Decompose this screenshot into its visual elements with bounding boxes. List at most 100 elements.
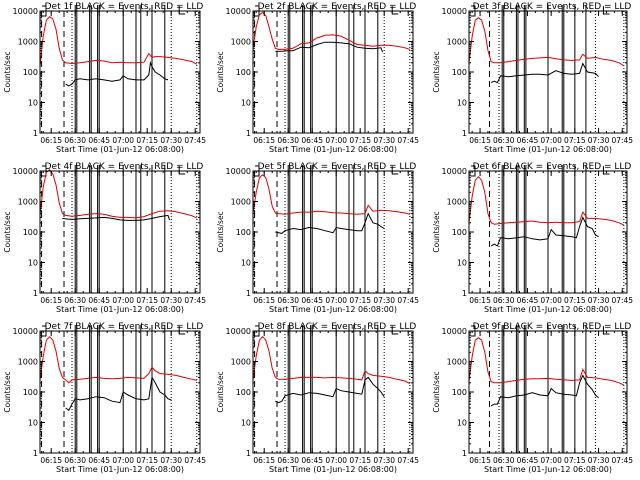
y-tick-label: 100 <box>236 228 251 237</box>
x-axis-label: Start Time (01-Jun-12 06:08:00) <box>269 145 397 154</box>
y-tick-label: 1 <box>33 129 38 138</box>
x-tick-label: 07:30 <box>588 136 610 145</box>
x-tick-label: 06:45 <box>88 296 110 305</box>
y-tick-label: 10000 <box>13 167 38 176</box>
x-axis-label: Start Time (01-Jun-12 06:08:00) <box>56 145 184 154</box>
y-axis-label: Counts/sec <box>432 211 441 252</box>
x-tick-label: 06:45 <box>517 136 539 145</box>
y-tick-label: 1000 <box>231 358 251 367</box>
x-tick-label: 07:15 <box>349 136 371 145</box>
bracket-marker <box>602 326 610 335</box>
x-tick-label: 06:45 <box>301 296 323 305</box>
chart-title: Det 7f BLACK = Events, RED = LLD <box>45 322 204 332</box>
bracket-marker <box>602 6 610 15</box>
x-tick-label: 07:15 <box>136 456 158 465</box>
x-tick-label: 06:45 <box>88 456 110 465</box>
y-axis-label: Counts/sec <box>3 211 12 252</box>
y-tick-label: 1 <box>462 449 467 458</box>
bracket-marker <box>391 326 399 335</box>
series-line-events <box>65 375 172 412</box>
x-tick-label: 07:30 <box>373 136 395 145</box>
x-tick-label: 07:00 <box>112 456 134 465</box>
x-tick-label: 07:15 <box>349 296 371 305</box>
x-tick-label: 06:45 <box>88 136 110 145</box>
x-tick-label: 07:30 <box>373 456 395 465</box>
x-tick-label: 06:30 <box>64 136 86 145</box>
y-tick-label: 10 <box>241 99 251 108</box>
x-axis-label: Start Time (01-Jun-12 06:08:00) <box>484 305 612 314</box>
x-tick-label: 07:45 <box>611 136 633 145</box>
x-tick-label: 07:15 <box>136 296 158 305</box>
x-tick-label: 06:30 <box>493 136 515 145</box>
x-tick-label: 06:15 <box>253 136 275 145</box>
y-tick-label: 1 <box>33 449 38 458</box>
x-tick-label: 07:45 <box>397 456 419 465</box>
chart-title: Det 2f BLACK = Events, RED = LLD <box>258 2 417 12</box>
x-tick-label: 07:15 <box>349 456 371 465</box>
bracket-marker <box>391 166 399 175</box>
y-axis-label: Counts/sec <box>432 371 441 412</box>
panel-det-3: Det 3f BLACK = Events, RED = LLD 1 10 100 10… <box>432 2 633 154</box>
bracket-marker <box>391 6 399 15</box>
x-tick-label: 06:15 <box>469 296 491 305</box>
x-tick-label: 06:45 <box>517 296 539 305</box>
y-axis-label: Counts/sec <box>3 371 12 412</box>
series-line-lld <box>252 174 410 215</box>
x-tick-label: 06:15 <box>40 456 62 465</box>
series-line-lld <box>39 335 197 384</box>
x-tick-label: 06:30 <box>493 296 515 305</box>
series-line-events <box>275 212 385 234</box>
bracket-marker <box>602 166 610 175</box>
chart-title: Det 1f BLACK = Events, RED = LLD <box>45 2 204 12</box>
x-tick-label: 07:00 <box>325 296 347 305</box>
panel-det-9: Det 9f BLACK = Events, RED = LLD 1 10 100 10… <box>432 322 633 474</box>
x-axis-label: Start Time (01-Jun-12 06:08:00) <box>56 465 184 474</box>
x-axis-label: Start Time (01-Jun-12 06:08:00) <box>56 305 184 314</box>
series-line-events <box>490 62 599 84</box>
chart-title: Det 4f BLACK = Events, RED = LLD <box>45 162 204 172</box>
y-tick-label: 10 <box>28 259 38 268</box>
panel-det-8: Det 8f BLACK = Events, RED = LLD 1 10 100 10… <box>216 322 419 474</box>
x-tick-label: 06:15 <box>253 456 275 465</box>
bracket-marker <box>178 326 186 335</box>
y-tick-label: 10000 <box>442 327 467 336</box>
chart-title: Det 9f BLACK = Events, RED = LLD <box>473 322 632 332</box>
y-tick-label: 100 <box>236 388 251 397</box>
y-tick-label: 1000 <box>231 198 251 207</box>
y-tick-label: 1000 <box>447 198 467 207</box>
y-tick-label: 10000 <box>226 327 251 336</box>
y-tick-label: 10 <box>457 419 467 428</box>
panel-det-7: Det 7f BLACK = Events, RED = LLD 1 10 100 10… <box>3 322 206 474</box>
bracket-marker <box>178 166 186 175</box>
y-tick-label: 100 <box>452 228 467 237</box>
x-tick-label: 07:15 <box>564 136 586 145</box>
series-line-events <box>65 60 169 87</box>
y-tick-label: 10000 <box>226 7 251 16</box>
y-axis-label: Counts/sec <box>216 51 225 92</box>
series-line-events <box>275 41 384 53</box>
x-tick-label: 07:15 <box>564 456 586 465</box>
y-tick-label: 100 <box>23 388 38 397</box>
panel-det-4: Det 4f BLACK = Events, RED = LLD 1 10 100 10… <box>3 162 206 314</box>
y-tick-label: 10000 <box>13 327 38 336</box>
y-axis-label: Counts/sec <box>216 211 225 252</box>
y-tick-label: 10 <box>28 99 38 108</box>
y-tick-label: 10000 <box>442 7 467 16</box>
x-tick-label: 06:30 <box>64 296 86 305</box>
x-tick-label: 07:45 <box>184 296 206 305</box>
y-tick-label: 1 <box>246 449 251 458</box>
bracket-marker <box>178 6 186 15</box>
panel-det-2: Det 2f BLACK = Events, RED = LLD 1 10 100 10… <box>216 2 419 154</box>
chart-title: Det 8f BLACK = Events, RED = LLD <box>258 322 417 332</box>
y-tick-label: 1000 <box>231 38 251 47</box>
x-axis-label: Start Time (01-Jun-12 06:08:00) <box>269 305 397 314</box>
panel-det-1: Det 1f BLACK = Events, RED = LLD 1 10 100 10… <box>3 2 206 154</box>
x-tick-label: 07:00 <box>112 296 134 305</box>
y-tick-label: 10000 <box>442 167 467 176</box>
y-tick-label: 1 <box>462 129 467 138</box>
series-line-events <box>490 374 599 407</box>
x-tick-label: 06:45 <box>301 456 323 465</box>
chart-title: Det 3f BLACK = Events, RED = LLD <box>473 2 632 12</box>
x-tick-label: 07:45 <box>611 296 633 305</box>
panel-det-5: Det 5f BLACK = Events, RED = LLD 1 10 100 10… <box>216 162 419 314</box>
